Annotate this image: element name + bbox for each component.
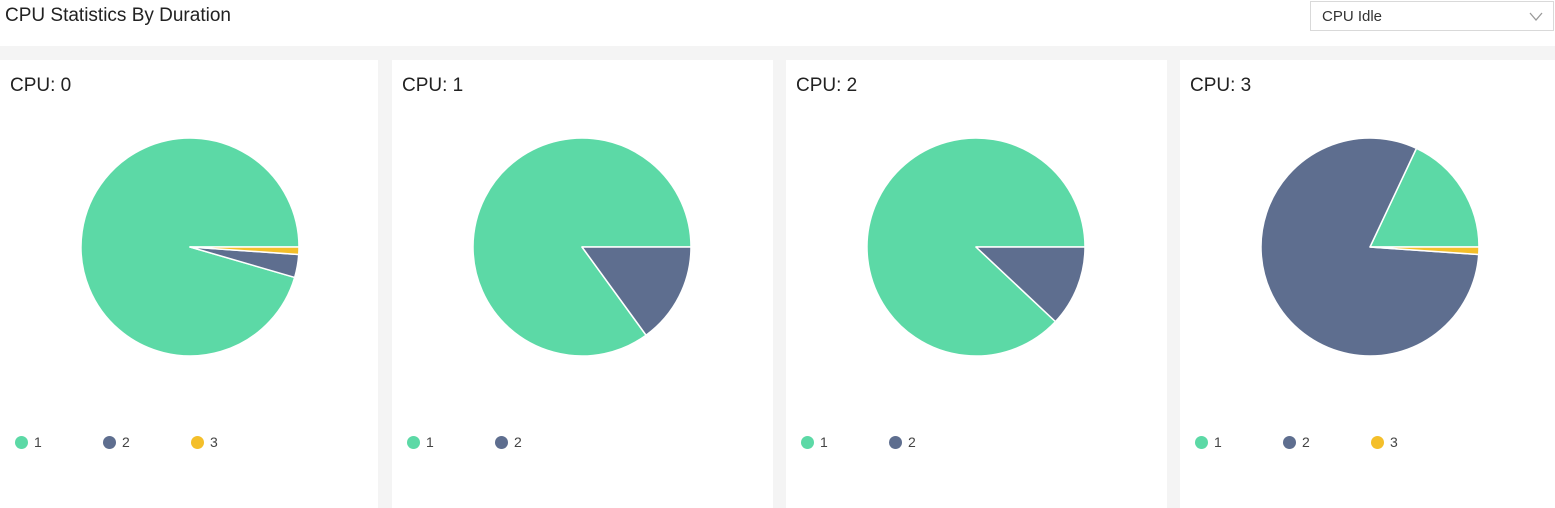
pie-chart <box>472 137 692 357</box>
legend-label: 1 <box>820 434 828 450</box>
cpu-panel-3: CPU: 3 1 2 3 <box>1180 60 1555 508</box>
pie-chart <box>1260 137 1480 357</box>
legend-label: 1 <box>34 434 42 450</box>
panel-title: CPU: 0 <box>10 75 72 96</box>
pie-chart <box>80 137 300 357</box>
legend-marker <box>1283 436 1296 449</box>
chevron-down-icon <box>1529 12 1543 21</box>
page-title: CPU Statistics By Duration <box>5 5 231 26</box>
pie-slice-1[interactable] <box>1369 147 1480 248</box>
legend-label: 2 <box>122 434 130 450</box>
legend-marker <box>103 436 116 449</box>
legend-label: 3 <box>1390 434 1398 450</box>
metric-select[interactable]: CPU Idle <box>1310 1 1554 31</box>
legend-label: 1 <box>426 434 434 450</box>
legend-marker <box>15 436 28 449</box>
legend-label: 3 <box>210 434 218 450</box>
pie-slice-2[interactable] <box>581 246 692 336</box>
pie-slice-1[interactable] <box>472 137 692 357</box>
panel-title: CPU: 1 <box>402 75 464 96</box>
cpu-panel-2: CPU: 2 1 2 <box>786 60 1167 508</box>
pie-slice-3[interactable] <box>189 246 300 256</box>
legend-marker <box>495 436 508 449</box>
legend-label: 1 <box>1214 434 1222 450</box>
legend-label: 2 <box>908 434 916 450</box>
cpu-panel-1: CPU: 1 1 2 <box>392 60 773 508</box>
pie-slice-2[interactable] <box>975 246 1086 323</box>
pie-slice-3[interactable] <box>1369 246 1480 256</box>
panel-title: CPU: 2 <box>796 75 858 96</box>
legend-label: 2 <box>514 434 522 450</box>
legend-marker <box>407 436 420 449</box>
panel-title: CPU: 3 <box>1190 75 1252 96</box>
legend-marker <box>1195 436 1208 449</box>
legend-marker <box>801 436 814 449</box>
legend-label: 2 <box>1302 434 1310 450</box>
metric-select-value: CPU Idle <box>1322 8 1383 25</box>
legend-marker <box>191 436 204 449</box>
pie-chart <box>866 137 1086 357</box>
legend-marker <box>889 436 902 449</box>
header: CPU Statistics By Duration CPU Idle <box>0 0 1555 46</box>
cpu-panel-0: CPU: 0 1 2 3 <box>0 60 378 508</box>
legend-marker <box>1371 436 1384 449</box>
